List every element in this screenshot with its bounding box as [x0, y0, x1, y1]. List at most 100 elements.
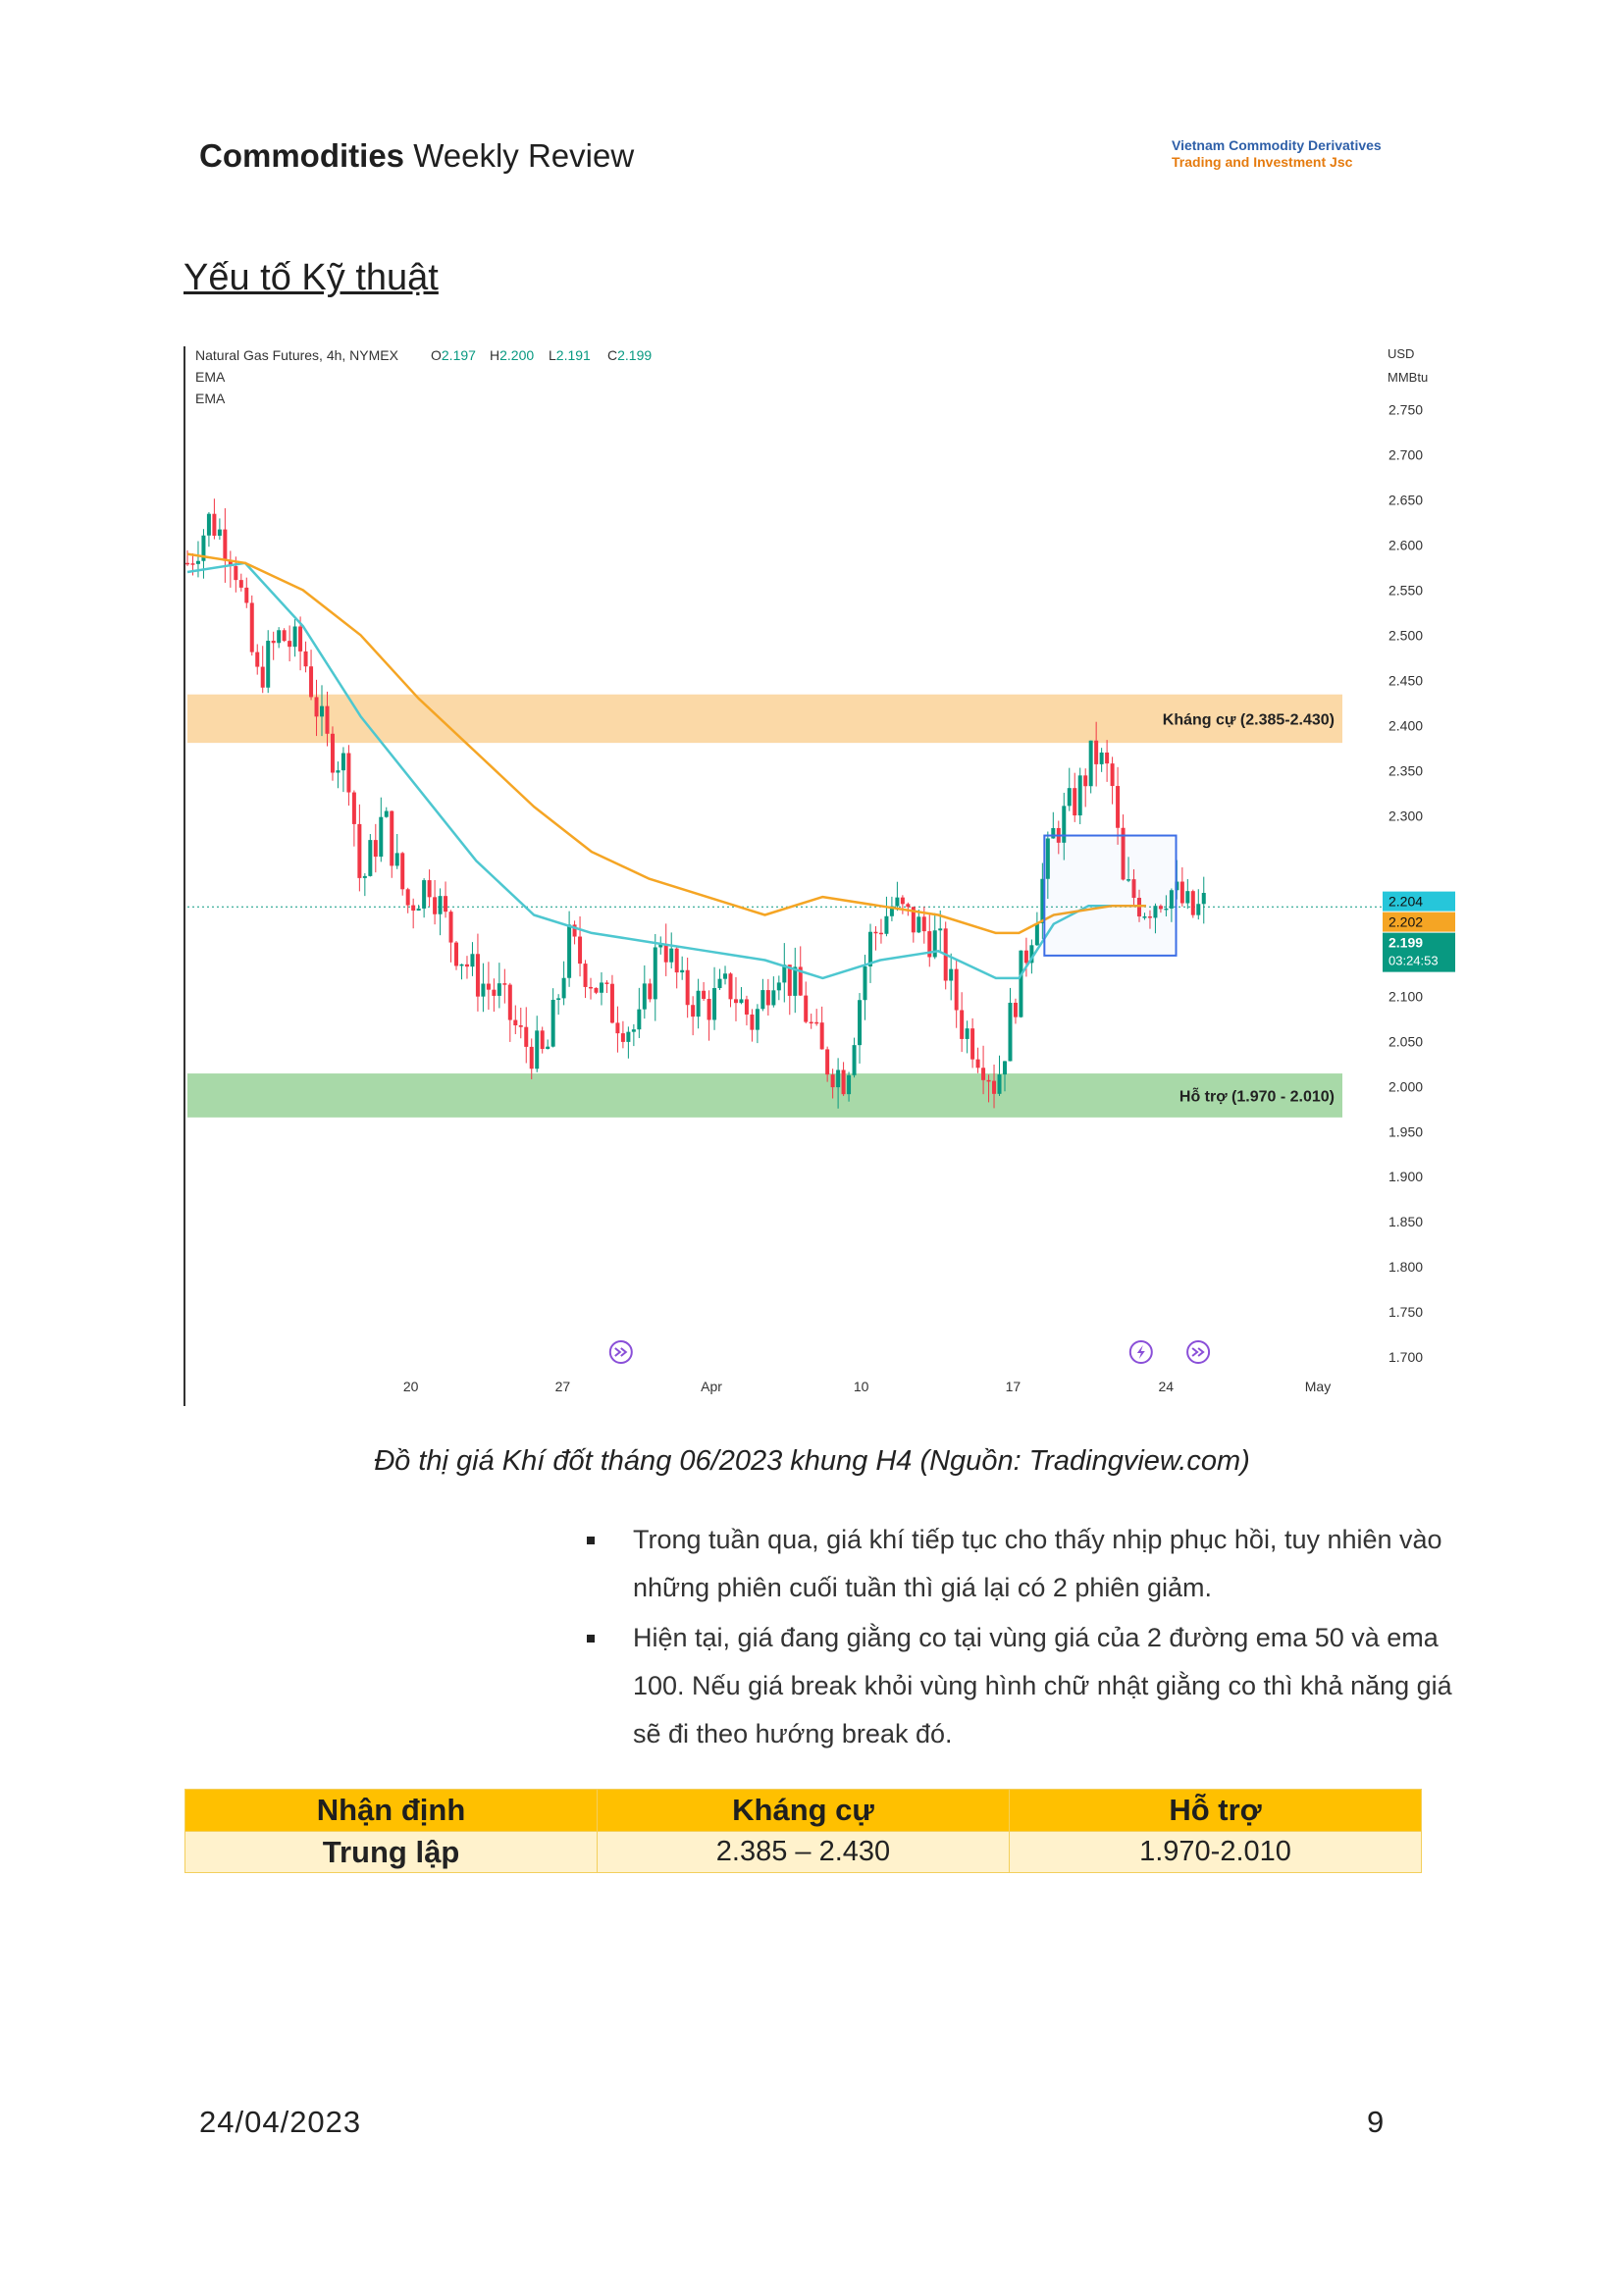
- candle: [567, 911, 572, 987]
- y-tick-label: 2.350: [1388, 762, 1423, 778]
- bullet-text: Trong tuần qua, giá khí tiếp tục cho thấ…: [633, 1525, 1442, 1602]
- candle: [997, 1055, 1002, 1096]
- ema-legend-2: EMA: [195, 391, 226, 406]
- candle: [1019, 950, 1023, 1018]
- candle: [776, 975, 781, 1001]
- candle: [1179, 866, 1184, 907]
- candle: [1196, 889, 1201, 920]
- footer-date: 24/04/2023: [199, 2105, 362, 2139]
- candle: [228, 550, 233, 588]
- y-tick-label: 1.800: [1388, 1259, 1423, 1275]
- candle: [900, 895, 905, 914]
- candle: [212, 498, 217, 540]
- table-header-row: Nhận định Kháng cự Hỗ trợ: [184, 1789, 1422, 1832]
- y-tick-label: 1.900: [1388, 1169, 1423, 1184]
- cell-support: 1.970-2.010: [1009, 1831, 1422, 1873]
- candle: [685, 957, 690, 1018]
- candle: [992, 1065, 997, 1109]
- candle: [497, 963, 501, 1009]
- candle: [411, 898, 416, 929]
- candle: [1045, 831, 1050, 900]
- candle: [277, 627, 282, 649]
- legend-ohlc-item: H2.200: [490, 347, 534, 363]
- candle: [556, 994, 561, 1016]
- candle: [1131, 868, 1136, 907]
- candle: [669, 932, 674, 969]
- candle: [1023, 937, 1028, 977]
- candle: [481, 963, 486, 1013]
- cell-assessment: Trung lập: [184, 1831, 598, 1873]
- candle: [970, 1017, 975, 1069]
- candle: [492, 978, 497, 1013]
- candle: [223, 507, 228, 583]
- y-tick-label: 2.400: [1388, 717, 1423, 733]
- candle: [1126, 857, 1131, 883]
- candle: [739, 987, 744, 1005]
- candle: [427, 869, 432, 907]
- y-tick-label: 2.100: [1388, 988, 1423, 1004]
- candle: [1073, 772, 1077, 822]
- resistance-zone-label: Kháng cự (2.385-2.430): [1163, 711, 1335, 728]
- candle: [351, 790, 356, 847]
- price-tag: 2.202: [1383, 912, 1455, 932]
- candle: [1185, 878, 1190, 910]
- candle: [540, 1026, 545, 1054]
- y-tick-label: 2.300: [1388, 808, 1423, 823]
- candle: [309, 650, 314, 701]
- candle: [787, 965, 792, 1016]
- candle: [707, 990, 711, 1041]
- candle: [755, 1004, 760, 1044]
- candle: [599, 971, 603, 1006]
- candle: [889, 896, 894, 921]
- cell-resistance: 2.385 – 2.430: [597, 1831, 1010, 1873]
- price-tag: 2.204: [1383, 891, 1455, 912]
- ema-legend-1: EMA: [195, 369, 226, 385]
- candle: [771, 976, 776, 1008]
- candle: [631, 1023, 636, 1047]
- candle: [744, 995, 749, 1026]
- candle: [804, 981, 809, 1024]
- candle: [292, 619, 297, 657]
- candle: [373, 823, 378, 873]
- candle: [733, 976, 738, 1021]
- candle: [949, 953, 954, 1001]
- candle: [346, 745, 351, 807]
- candle: [1099, 748, 1104, 772]
- candle: [1008, 987, 1013, 1062]
- candle: [260, 646, 265, 694]
- x-tick-label: Apr: [701, 1379, 722, 1394]
- x-tick-label: May: [1305, 1379, 1331, 1394]
- candle: [561, 961, 566, 1006]
- candle: [653, 933, 657, 1021]
- candle: [825, 1046, 830, 1082]
- candle: [1121, 814, 1126, 881]
- table-row: Trung lập 2.385 – 2.430 1.970-2.010: [184, 1831, 1422, 1873]
- candle: [895, 881, 900, 912]
- candle: [330, 726, 335, 781]
- resistance-zone: [187, 694, 1342, 744]
- candle: [271, 631, 276, 660]
- y-tick-label: 2.500: [1388, 627, 1423, 643]
- candle: [249, 595, 254, 656]
- candle: [1094, 721, 1099, 787]
- candle: [1040, 862, 1045, 939]
- candle: [986, 1074, 991, 1103]
- candle: [454, 941, 459, 970]
- candle: [680, 956, 685, 980]
- svg-text:2.204: 2.204: [1388, 894, 1423, 910]
- candle: [486, 962, 491, 1011]
- candle: [394, 834, 399, 869]
- earnings-icon[interactable]: [608, 1340, 633, 1364]
- candle: [760, 978, 765, 1012]
- candle: [858, 993, 863, 1064]
- candle: [873, 925, 878, 951]
- candle: [723, 965, 728, 985]
- legend-ohlc-item: L2.191: [549, 347, 591, 363]
- candle: [965, 1020, 969, 1054]
- flash-icon[interactable]: [1128, 1340, 1153, 1364]
- header-title-bold: Commodities: [199, 137, 405, 174]
- candle: [314, 679, 319, 737]
- earnings-icon[interactable]: [1186, 1340, 1211, 1364]
- y-tick-label: 2.050: [1388, 1033, 1423, 1049]
- x-tick-label: 20: [403, 1379, 419, 1394]
